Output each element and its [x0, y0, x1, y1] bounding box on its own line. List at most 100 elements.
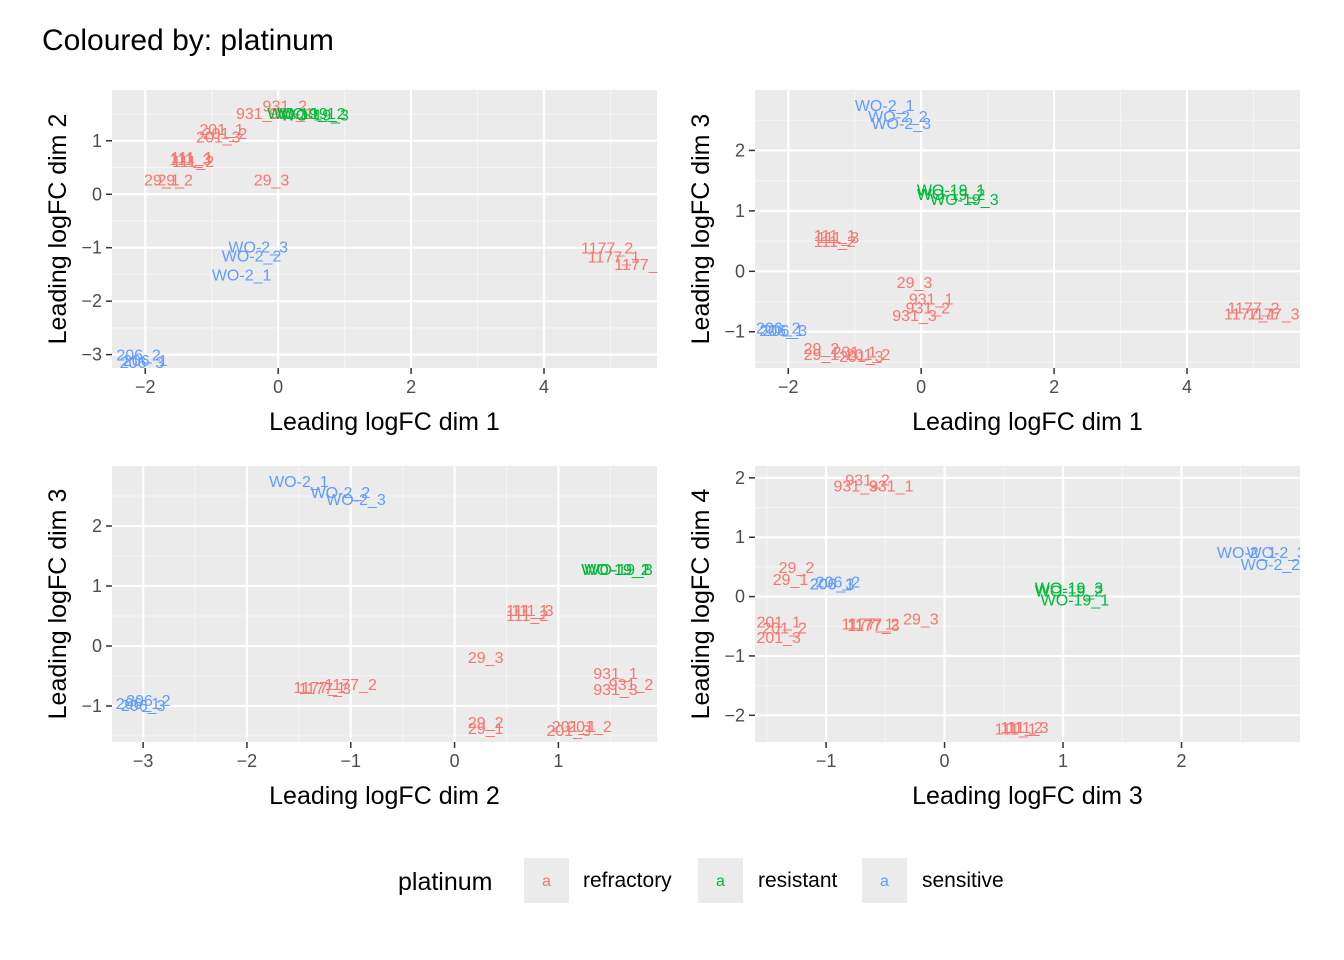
x-axis-title: Leading logFC dim 1 [912, 408, 1143, 436]
x-tick-label: 1 [553, 751, 563, 771]
legend-item-refractory: a refractory [524, 858, 672, 903]
point-label: 29_2 [804, 341, 840, 358]
legend-key [862, 858, 907, 903]
x-tick-label: 2 [1177, 751, 1187, 771]
point-label: 206_2 [126, 693, 171, 710]
point-label: 29_1 [804, 347, 840, 364]
point-label: WO-2_1 [855, 98, 915, 115]
y-tick-label: 1 [92, 576, 102, 596]
y-tick-label: −2 [724, 705, 745, 725]
y-tick-label: 0 [92, 184, 102, 204]
point-label: WO-19_3 [584, 562, 653, 579]
point-label: 931_1 [269, 106, 314, 123]
point-label: WO-19_1 [581, 562, 650, 579]
y-tick-label: 0 [735, 587, 745, 607]
point-label: 111_1 [814, 228, 856, 245]
point-label: WO-19_2 [581, 562, 650, 579]
point-label: 201_2 [762, 620, 807, 637]
y-tick-label: −1 [81, 696, 102, 716]
x-tick-label: −2 [778, 377, 799, 397]
panel-dim1-vs-dim2: −2 0 2 4 −3 −2 −1 0 1 Leading logFC dim 1 Leading … [44, 90, 657, 436]
point-label: WO-2_3 [326, 492, 386, 509]
point-label: 931_2 [609, 677, 654, 694]
x-axis-title: Leading logFC dim 3 [912, 782, 1143, 810]
panel-background [755, 466, 1300, 742]
point-labels: WO-2_1WO-2_2WO-2_3 WO-19_1WO-19_2WO-19_3 1… [116, 474, 654, 740]
x-tick-label: 1 [1058, 751, 1068, 771]
panel-background [112, 466, 657, 742]
point-label: WO-2_1 [269, 474, 329, 491]
point-label: 206_1 [810, 577, 855, 594]
point-label: 29_1 [468, 721, 504, 738]
point-label: 201_1 [199, 122, 244, 139]
point-label: WO-19_1 [267, 106, 336, 123]
grid [112, 90, 657, 368]
point-label: 206_2 [816, 575, 861, 592]
grid [112, 466, 657, 742]
point-label: 111_1 [506, 603, 548, 620]
point-label: WO-2_2 [222, 249, 282, 266]
point-label: 201_3 [196, 130, 241, 147]
point-label: WO-2_3 [228, 240, 288, 257]
x-tick-label: 2 [1049, 377, 1059, 397]
point-label: 1177_2 [847, 616, 899, 633]
point-label: 206_3 [121, 698, 166, 715]
point-label: 206_2 [116, 348, 161, 365]
point-label: 111_2 [814, 234, 856, 251]
y-tick-label: −1 [81, 238, 102, 258]
point-label: 1177_1 [294, 680, 346, 697]
point-label: 1177_2 [1227, 301, 1279, 318]
panel-background [112, 90, 657, 368]
point-label: 29_2 [779, 560, 815, 577]
point-label: 206_1 [123, 353, 168, 370]
legend-item-sensitive: a sensitive [862, 858, 1004, 903]
point-label: 201_1 [756, 615, 801, 632]
y-tick-label: 1 [735, 527, 745, 547]
point-label: 931_3 [236, 106, 281, 123]
point-label: WO-19_3 [930, 192, 999, 209]
y-tick-label: 0 [92, 636, 102, 656]
point-label: WO-2_3 [1247, 545, 1307, 562]
point-label: 206_1 [759, 323, 804, 340]
point-label: WO-19_2 [917, 187, 986, 204]
grid [755, 90, 1300, 368]
point-label: WO-19_2 [277, 106, 346, 123]
point-label: WO-2_1 [212, 267, 272, 284]
point-label: 201_2 [203, 126, 248, 143]
x-tick-label: 2 [406, 377, 416, 397]
point-label: 111_2 [1001, 720, 1043, 737]
point-label: 1177_3 [299, 681, 351, 698]
x-tick-label: 0 [916, 377, 926, 397]
y-tick-label: 0 [735, 261, 745, 281]
point-label: 1177_1 [588, 249, 640, 266]
x-tick-label: −1 [816, 751, 837, 771]
point-labels: 931_2931_3931_1WO-2_1WO-2_3WO-2_229_229_… [756, 473, 1307, 739]
point-label: 931_3 [892, 308, 937, 325]
point-label: 201_2 [567, 719, 612, 736]
point-label: 111_2 [172, 154, 214, 171]
y-axis-title: Leading logFC dim 4 [687, 489, 715, 720]
panel-dim2-vs-dim3: −3 −2 −1 0 1 −1 0 1 2 Leading logFC dim 2 Leading … [44, 466, 657, 810]
point-label: 201_3 [756, 630, 801, 647]
y-tick-label: 2 [735, 140, 745, 160]
point-label: 111_3 [169, 152, 211, 169]
panel-dim3-vs-dim4: −1 0 1 2 −2 −1 0 1 2 Leading logFC dim 3 Leading l… [687, 466, 1307, 810]
y-tick-label: −3 [81, 345, 102, 365]
x-tick-label: 4 [539, 377, 549, 397]
x-tick-label: −2 [237, 751, 258, 771]
legend-label: sensitive [922, 869, 1004, 892]
x-tick-label: −1 [340, 751, 361, 771]
x-tick-label: 0 [940, 751, 950, 771]
point-label: 931_2 [845, 473, 890, 490]
point-label: WO-2_2 [311, 485, 371, 502]
x-axis-title: Leading logFC dim 1 [269, 408, 500, 436]
point-label: WO-19_3 [280, 108, 349, 125]
point-label: 111_2 [506, 608, 548, 625]
point-label: 29_1 [773, 572, 809, 589]
point-label: 111_3 [817, 230, 859, 247]
panel-background [755, 90, 1300, 368]
point-label: 201_3 [839, 349, 884, 366]
point-label: 29_3 [468, 650, 504, 667]
x-tick-label: 0 [273, 377, 283, 397]
